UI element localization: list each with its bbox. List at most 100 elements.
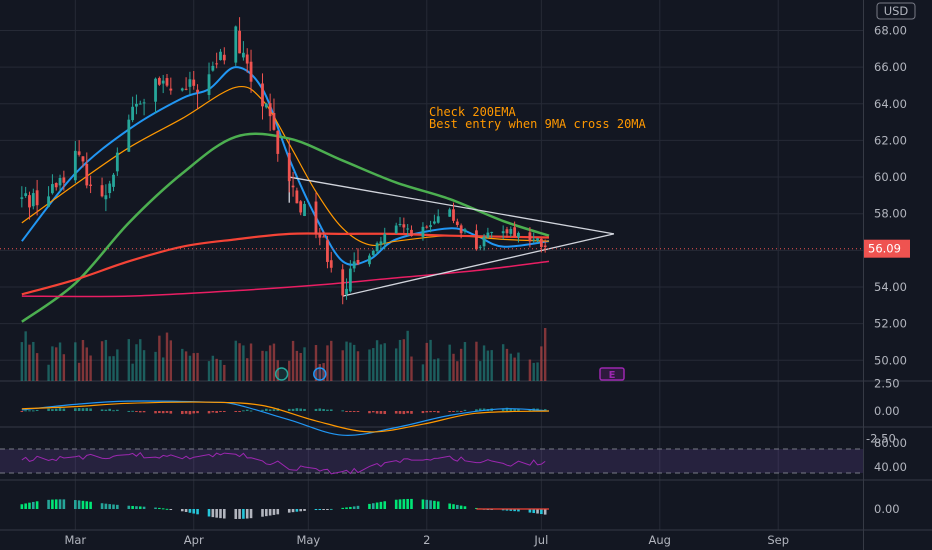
oscillator-bar bbox=[463, 506, 467, 509]
time-tick-label: Apr bbox=[184, 533, 204, 547]
macd-histogram-bar bbox=[74, 408, 77, 411]
ma50-line bbox=[21, 132, 550, 323]
macd-histogram-bar bbox=[51, 409, 54, 411]
volume-bar bbox=[540, 346, 543, 381]
oscillator-bar bbox=[436, 501, 440, 509]
macd-histogram-bar bbox=[394, 411, 398, 414]
volume-bar bbox=[318, 364, 321, 381]
volume-bar bbox=[295, 350, 299, 381]
macd-histogram-bar bbox=[77, 408, 81, 411]
oscillator-bar bbox=[398, 499, 402, 509]
volume-bar bbox=[528, 359, 532, 381]
volume-bar bbox=[291, 340, 295, 381]
candle-body bbox=[192, 79, 196, 86]
oscillator-bar bbox=[89, 501, 92, 509]
volume-bar bbox=[192, 353, 195, 381]
macd-histogram-bar bbox=[379, 411, 383, 414]
volume-bar bbox=[234, 340, 237, 381]
price-tick-label: 52.00 bbox=[874, 317, 907, 331]
candle-body bbox=[509, 228, 513, 234]
volume-bar bbox=[543, 327, 547, 381]
candle-body bbox=[104, 195, 108, 200]
oscillator-bar bbox=[165, 508, 169, 510]
oscillator-bar bbox=[272, 509, 276, 515]
candle-body bbox=[436, 216, 440, 223]
macd-histogram-bar bbox=[169, 411, 173, 414]
macd-histogram-bar bbox=[192, 411, 196, 414]
price-tick-label: 58.00 bbox=[874, 207, 907, 221]
oscillator-bar bbox=[501, 509, 505, 511]
volume-bar bbox=[55, 347, 58, 381]
currency-label: USD bbox=[884, 4, 909, 18]
oscillator-bar bbox=[543, 509, 547, 515]
volume-bar bbox=[131, 363, 134, 381]
candle-body bbox=[169, 88, 173, 91]
oscillator-bar bbox=[20, 504, 24, 509]
volume-bar bbox=[161, 357, 165, 381]
macd-histogram-bar bbox=[62, 408, 66, 411]
volume-bar bbox=[501, 344, 505, 381]
volume-bar bbox=[513, 357, 516, 381]
oscillator-bar bbox=[268, 509, 272, 516]
oscillator-bar bbox=[35, 501, 39, 509]
candle-body bbox=[47, 196, 50, 207]
volume-bar bbox=[345, 341, 348, 381]
volume-bar bbox=[51, 346, 54, 381]
candle-body bbox=[341, 269, 345, 296]
macd-histogram-bar bbox=[20, 411, 24, 412]
oscillator-bar bbox=[406, 498, 409, 509]
oscillator-bar bbox=[421, 499, 425, 509]
macd-histogram-bar bbox=[448, 411, 451, 412]
candle-body bbox=[81, 156, 85, 162]
oscillator-bar bbox=[452, 504, 455, 509]
volume-bar bbox=[459, 348, 463, 381]
last-price-badge bbox=[864, 239, 910, 258]
volume-bar bbox=[383, 343, 386, 381]
volume-bar bbox=[81, 340, 85, 381]
oscillator-bar bbox=[154, 507, 157, 509]
volume-bar bbox=[20, 342, 24, 381]
candle-body bbox=[112, 174, 115, 187]
volume-bar bbox=[89, 355, 92, 381]
oscillator-bar bbox=[47, 499, 50, 509]
oscillator-bar bbox=[180, 509, 184, 512]
volume-bar bbox=[268, 345, 272, 381]
chart-note-text: Best entry when 9MA cross 20MA bbox=[429, 117, 647, 131]
oscillator-bar bbox=[108, 504, 111, 509]
candle-body bbox=[89, 184, 92, 186]
macd-histogram-bar bbox=[207, 411, 211, 414]
macd-histogram-bar bbox=[326, 409, 329, 411]
oscillator-bar bbox=[51, 499, 54, 509]
oscillator-bar bbox=[394, 499, 398, 509]
macd-histogram-bar bbox=[234, 411, 238, 412]
oscillator-bar bbox=[318, 509, 322, 510]
volume-bar bbox=[238, 343, 241, 381]
candle-body bbox=[272, 112, 276, 130]
oscillator-bar bbox=[215, 509, 218, 518]
oscillator-bar bbox=[245, 509, 249, 519]
triangle-upper-line bbox=[289, 176, 615, 235]
macd-histogram-bar bbox=[452, 411, 455, 412]
volume-bar bbox=[28, 344, 31, 381]
macd-histogram-bar bbox=[329, 409, 333, 411]
oscillator-bar bbox=[291, 509, 295, 513]
oscillator-bar bbox=[505, 509, 509, 511]
oscillator-bar bbox=[62, 499, 66, 509]
oscillator-bar bbox=[100, 503, 104, 509]
candle-body bbox=[303, 203, 306, 216]
dividend-marker-icon bbox=[274, 367, 289, 381]
volume-bar bbox=[74, 342, 77, 381]
oscillator-tick-label: 0.00 bbox=[874, 502, 900, 516]
candle-body bbox=[532, 239, 536, 241]
candle-body bbox=[528, 232, 532, 242]
price-tick-label: 60.00 bbox=[874, 170, 907, 184]
oscillator-bar bbox=[207, 509, 211, 517]
volume-bar bbox=[326, 345, 329, 381]
time-tick-label: Aug bbox=[649, 533, 671, 547]
candle-body bbox=[410, 229, 413, 237]
candle-body bbox=[406, 228, 410, 230]
macd-histogram-bar bbox=[188, 411, 192, 415]
candle-body bbox=[108, 183, 112, 194]
